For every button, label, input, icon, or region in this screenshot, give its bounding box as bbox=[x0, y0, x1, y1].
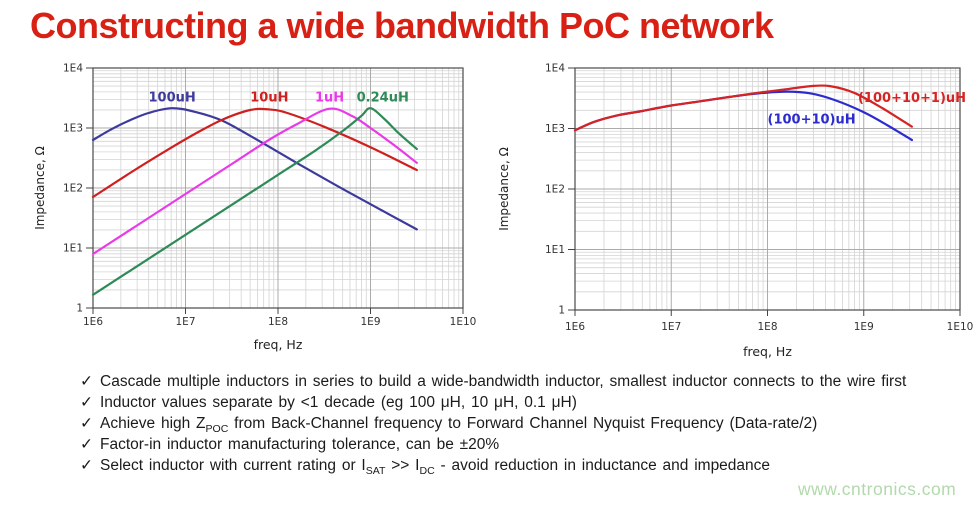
curve-(100+10+1)uH bbox=[573, 84, 913, 132]
x-axis-label: freq, Hz bbox=[254, 337, 303, 352]
curve-0.24uH bbox=[91, 107, 418, 296]
chart-text: 1E2 bbox=[63, 183, 83, 195]
chart-text: 1E3 bbox=[545, 123, 565, 135]
chart-text: 1E8 bbox=[268, 316, 288, 328]
bullet-item: ✓ Factor-in inductor manufacturing tolera… bbox=[80, 435, 975, 456]
bullet-item: ✓ Select inductor with current rating or … bbox=[80, 456, 975, 477]
chart-text: 1E7 bbox=[176, 316, 196, 328]
chart-text: 1E7 bbox=[661, 321, 681, 333]
bullet-text: Factor-in inductor manufacturing toleran… bbox=[100, 436, 500, 453]
page-title: Constructing a wide bandwidth PoC networ… bbox=[30, 5, 774, 46]
bullet-text: Cascade multiple inductors in series to … bbox=[100, 373, 907, 390]
bullet-text: Select inductor with current rating or I… bbox=[100, 457, 771, 478]
chart-text: 1E9 bbox=[361, 316, 381, 328]
chart-text: 1E1 bbox=[545, 244, 565, 256]
chart-cascaded-inductor-impedance: 1E6 1E7 1E8 1E9 1E10 1 1E1 1E2 1E3 1E4 freq, Hz Imp… bbox=[497, 63, 973, 360]
chart-text: 1E8 bbox=[758, 321, 778, 333]
checkmark-icon: ✓ bbox=[80, 415, 93, 432]
bullet-list: ✓ Cascade multiple inductors in series to… bbox=[80, 372, 975, 477]
y-axis-label: Impedance, Ω bbox=[497, 147, 511, 231]
bullet-item: ✓ Cascade multiple inductors in series to… bbox=[80, 372, 975, 393]
curve-100uH bbox=[91, 107, 418, 231]
bullet-text: Inductor values separate by <1 decade (e… bbox=[100, 394, 577, 411]
chart-text: 1E10 bbox=[450, 316, 477, 328]
chart-text: 1 bbox=[558, 305, 565, 317]
checkmark-icon: ✓ bbox=[80, 373, 93, 390]
chart-text: 1E4 bbox=[545, 63, 565, 75]
curve-label-1uH: 1uH bbox=[315, 91, 344, 106]
chart-text: 1E10 bbox=[947, 321, 974, 333]
chart-text: 1E6 bbox=[565, 321, 585, 333]
chart-text: 1E6 bbox=[83, 316, 103, 328]
x-axis-label: freq, Hz bbox=[743, 344, 792, 359]
y-axis-label: Impedance, Ω bbox=[33, 146, 47, 230]
curve-1uH bbox=[91, 107, 418, 256]
bullet-text: Achieve high ZPOC from Back-Channel freq… bbox=[100, 415, 818, 436]
bullet-item: ✓ Achieve high ZPOC from Back-Channel fre… bbox=[80, 414, 975, 435]
chart-text: 1E1 bbox=[63, 243, 83, 255]
bullet-item: ✓ Inductor values separate by <1 decade (… bbox=[80, 393, 975, 414]
curve-label-(100+10+1)uH: (100+10+1)uH bbox=[858, 91, 966, 106]
checkmark-icon: ✓ bbox=[80, 457, 93, 474]
curve-label-0.24uH: 0.24uH bbox=[357, 91, 409, 106]
watermark: www.cntronics.com bbox=[798, 479, 957, 499]
chart-single-inductor-impedance: 1E6 1E7 1E8 1E9 1E10 1 1E1 1E2 1E3 1E4 freq, Hz Imp… bbox=[33, 63, 476, 353]
curve-10uH bbox=[91, 107, 418, 199]
checkmark-icon: ✓ bbox=[80, 436, 93, 453]
chart-text: 1E9 bbox=[854, 321, 874, 333]
curve-label-100uH: 100uH bbox=[149, 91, 196, 106]
checkmark-icon: ✓ bbox=[80, 394, 93, 411]
chart-text: 1E3 bbox=[63, 123, 83, 135]
chart-text: 1 bbox=[76, 303, 83, 315]
chart-text: 1E4 bbox=[63, 63, 83, 75]
curve-label-(100+10)uH: (100+10)uH bbox=[768, 113, 856, 128]
chart-text: 1E2 bbox=[545, 184, 565, 196]
curve-label-10uH: 10uH bbox=[250, 91, 288, 106]
